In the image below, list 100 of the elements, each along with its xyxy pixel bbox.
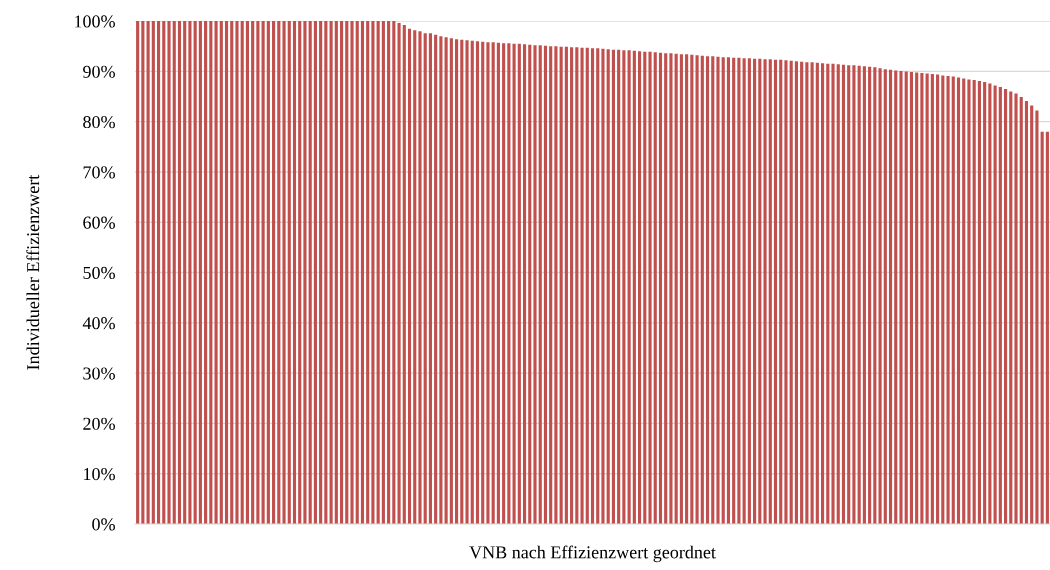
bar — [146, 21, 150, 524]
bar — [209, 21, 213, 524]
bar — [962, 78, 966, 524]
bar — [768, 59, 772, 524]
bar — [245, 21, 250, 524]
bar — [753, 58, 757, 524]
bar — [643, 51, 647, 524]
bar — [700, 55, 704, 524]
bar — [826, 63, 830, 524]
bar — [549, 46, 553, 524]
bar — [1040, 131, 1044, 524]
bar — [868, 66, 872, 524]
x-axis-title: VNB nach Effizienzwert geordnet — [469, 545, 716, 563]
bar — [496, 42, 500, 524]
bar — [465, 40, 469, 524]
bar — [658, 52, 663, 524]
bar — [449, 38, 453, 524]
bar — [622, 50, 626, 524]
bar — [219, 21, 223, 524]
bar — [1003, 88, 1008, 524]
y-tick-label: 70% — [83, 166, 115, 179]
bar — [946, 75, 950, 524]
bar — [251, 21, 255, 524]
bar — [951, 76, 955, 524]
bar — [366, 21, 370, 524]
bar — [977, 80, 981, 524]
bar — [956, 77, 961, 524]
bar — [334, 21, 338, 524]
bar — [669, 53, 673, 524]
bar — [512, 43, 516, 524]
bar — [162, 21, 166, 524]
bar — [674, 53, 678, 524]
bar — [167, 21, 171, 524]
bar — [805, 62, 809, 524]
bar — [894, 70, 898, 524]
bar — [878, 68, 882, 524]
bar — [559, 46, 563, 524]
bar — [198, 21, 202, 524]
bar — [172, 21, 176, 524]
bar — [716, 56, 720, 524]
bar — [324, 21, 328, 524]
bar — [758, 58, 762, 524]
bar — [282, 21, 286, 524]
bar — [156, 21, 161, 524]
bar — [1024, 101, 1029, 524]
bar — [413, 30, 417, 524]
bar — [601, 48, 605, 524]
bar — [345, 21, 349, 524]
bar — [455, 39, 459, 524]
bar — [883, 69, 887, 524]
bar — [920, 72, 924, 524]
bar — [224, 21, 229, 524]
bar — [371, 21, 375, 524]
bar — [261, 21, 265, 524]
bar — [611, 49, 615, 524]
y-tick-label: 10% — [84, 467, 115, 481]
bar — [502, 43, 506, 524]
bar — [1030, 105, 1034, 524]
y-tick-label: 90% — [83, 65, 115, 78]
bar — [570, 47, 574, 524]
bar — [183, 21, 187, 524]
bar — [277, 21, 281, 524]
bar — [298, 21, 302, 524]
bar — [575, 47, 579, 524]
bar — [235, 21, 239, 524]
bar — [470, 40, 474, 524]
bar — [428, 33, 432, 524]
bar — [319, 21, 323, 524]
bar — [522, 44, 527, 524]
bar — [188, 21, 192, 524]
bar — [732, 57, 736, 524]
bar — [580, 47, 584, 524]
bar — [585, 47, 589, 524]
bar — [784, 60, 788, 524]
bar — [773, 59, 778, 524]
bar — [810, 62, 814, 524]
bar — [387, 21, 391, 524]
y-tick-label: 0% — [92, 518, 115, 531]
bar — [444, 37, 448, 524]
bar — [841, 64, 846, 524]
bar — [564, 46, 568, 524]
bar — [888, 69, 893, 524]
bar — [392, 21, 396, 524]
bar — [590, 48, 595, 524]
bar — [737, 57, 741, 524]
bar — [240, 21, 244, 524]
bar — [648, 51, 652, 524]
bar — [177, 21, 182, 524]
bar — [847, 65, 851, 524]
bar — [711, 56, 715, 524]
bar — [998, 86, 1002, 524]
bar — [397, 23, 401, 524]
bar — [596, 48, 600, 524]
bar — [726, 57, 731, 524]
bar — [606, 49, 610, 524]
bar — [1014, 93, 1018, 524]
bar — [434, 34, 438, 524]
bar — [1035, 110, 1039, 524]
bar — [554, 46, 558, 524]
y-tick-label: 20% — [83, 417, 115, 430]
